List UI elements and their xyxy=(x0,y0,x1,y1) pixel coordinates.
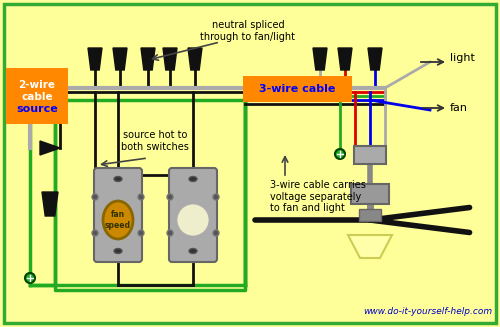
Polygon shape xyxy=(313,48,327,70)
FancyBboxPatch shape xyxy=(4,4,496,323)
Circle shape xyxy=(92,194,98,200)
Circle shape xyxy=(167,230,173,236)
Circle shape xyxy=(176,203,210,237)
Ellipse shape xyxy=(114,177,122,181)
FancyBboxPatch shape xyxy=(169,168,217,262)
Text: 3-wire cable carries
voltage separately
to fan and light: 3-wire cable carries voltage separately … xyxy=(270,180,366,213)
Polygon shape xyxy=(88,48,102,70)
Ellipse shape xyxy=(189,249,197,253)
FancyBboxPatch shape xyxy=(243,76,352,102)
Circle shape xyxy=(138,230,144,236)
Ellipse shape xyxy=(114,249,122,253)
Circle shape xyxy=(167,194,173,200)
Circle shape xyxy=(213,230,219,236)
Polygon shape xyxy=(348,235,392,258)
Polygon shape xyxy=(40,141,60,155)
Text: neutral spliced
through to fan/light: neutral spliced through to fan/light xyxy=(200,20,296,42)
Polygon shape xyxy=(338,48,352,70)
Circle shape xyxy=(25,273,35,283)
Text: www.do-it-yourself-help.com: www.do-it-yourself-help.com xyxy=(363,307,492,316)
FancyBboxPatch shape xyxy=(359,209,381,221)
FancyBboxPatch shape xyxy=(6,68,68,124)
Text: 2-wire: 2-wire xyxy=(18,80,56,90)
Ellipse shape xyxy=(189,177,197,181)
Polygon shape xyxy=(42,192,58,216)
FancyBboxPatch shape xyxy=(94,168,142,262)
Polygon shape xyxy=(188,48,202,70)
Text: source hot to
both switches: source hot to both switches xyxy=(121,130,189,152)
Polygon shape xyxy=(141,48,155,70)
Polygon shape xyxy=(368,48,382,70)
Text: cable: cable xyxy=(21,92,53,102)
Circle shape xyxy=(138,194,144,200)
Text: light: light xyxy=(450,53,475,63)
Circle shape xyxy=(335,149,345,159)
Ellipse shape xyxy=(103,201,133,239)
Text: 3-wire cable: 3-wire cable xyxy=(260,84,336,94)
FancyBboxPatch shape xyxy=(351,184,389,204)
Text: fan: fan xyxy=(450,103,468,113)
FancyBboxPatch shape xyxy=(354,146,386,164)
Text: source: source xyxy=(16,104,58,114)
Circle shape xyxy=(213,194,219,200)
Polygon shape xyxy=(113,48,127,70)
Polygon shape xyxy=(163,48,177,70)
Circle shape xyxy=(92,230,98,236)
Text: fan
speed: fan speed xyxy=(105,210,131,230)
